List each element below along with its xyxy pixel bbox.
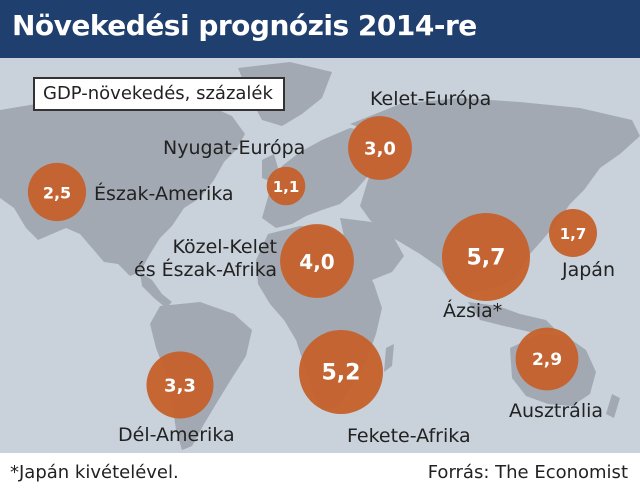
bubble-value-label: 3,0 xyxy=(364,139,396,160)
region-label-south-america: Dél-Amerika xyxy=(118,424,235,446)
region-label-asia: Ázsia* xyxy=(443,300,503,322)
footer: *Japán kivételével. Forrás: The Economis… xyxy=(0,453,640,495)
bubble-north-america: 2,5 xyxy=(27,162,87,222)
bubble-value-label: 4,0 xyxy=(299,250,334,274)
north-america-landmass xyxy=(0,100,245,276)
region-label-japan: Japán xyxy=(562,259,615,281)
header-bar: Növekedési prognózis 2014-re xyxy=(0,0,640,58)
legend-box: GDP-növekedés, százalék xyxy=(33,77,285,111)
bubble-value-label: 2,9 xyxy=(532,350,562,370)
bubble-asia: 5,7 xyxy=(442,213,530,301)
bubble-value-label: 1,7 xyxy=(560,225,587,243)
bubble-mark xyxy=(280,224,354,298)
new-zealand-landmass xyxy=(606,394,620,418)
central-america-landmass xyxy=(140,272,172,308)
indonesia-landmass xyxy=(468,302,556,332)
region-label-australia: Ausztrália xyxy=(509,400,604,422)
region-label-middle-east: Közel-Kelet és Észak-Afrika xyxy=(134,236,278,281)
bubble-australia: 2,9 xyxy=(515,327,579,391)
legend-text: GDP-növekedés, százalék xyxy=(43,83,273,104)
region-label-sub-saharan-africa: Fekete-Afrika xyxy=(347,425,471,447)
bubble-value-label: 5,2 xyxy=(322,361,361,386)
bubble-mark xyxy=(442,213,530,301)
bubble-mark xyxy=(266,166,306,206)
bubble-value-label: 2,5 xyxy=(43,184,71,203)
region-label-eastern-europe: Kelet-Európa xyxy=(370,88,492,110)
bubble-south-america: 3,3 xyxy=(146,351,214,419)
bubble-mark xyxy=(146,351,214,419)
japan-landmass xyxy=(534,176,556,224)
bubble-mark xyxy=(549,209,597,257)
bubble-middle-east: 4,0 xyxy=(280,224,354,298)
bubble-layer: 2,5 1,1 3,0 4,0 5,7 1,7 xyxy=(27,116,597,419)
bubble-mark xyxy=(348,116,412,180)
region-label-western-europe: Nyugat-Európa xyxy=(163,137,306,159)
bubble-sub-saharan-africa: 5,2 xyxy=(299,330,383,414)
bubble-value-label: 1,1 xyxy=(273,178,300,196)
bubble-mark xyxy=(515,327,579,391)
bubble-western-europe: 1,1 xyxy=(266,166,306,206)
bubble-mark xyxy=(27,162,87,222)
bubble-value-label: 3,3 xyxy=(164,376,196,397)
asia-landmass xyxy=(350,98,640,294)
chart-title: Növekedési prognózis 2014-re xyxy=(12,9,477,42)
bubble-eastern-europe: 3,0 xyxy=(348,116,412,180)
world-map: 2,5 1,1 3,0 4,0 5,7 1,7 xyxy=(0,62,640,450)
source-credit: Forrás: The Economist xyxy=(427,462,628,483)
footnote: *Japán kivételével. xyxy=(10,462,179,483)
bubble-japan: 1,7 xyxy=(549,209,597,257)
madagascar-landmass xyxy=(384,344,394,372)
bubble-mark xyxy=(299,330,383,414)
region-label-north-america: Észak-Amerika xyxy=(94,183,234,205)
bubble-value-label: 5,7 xyxy=(467,246,506,271)
